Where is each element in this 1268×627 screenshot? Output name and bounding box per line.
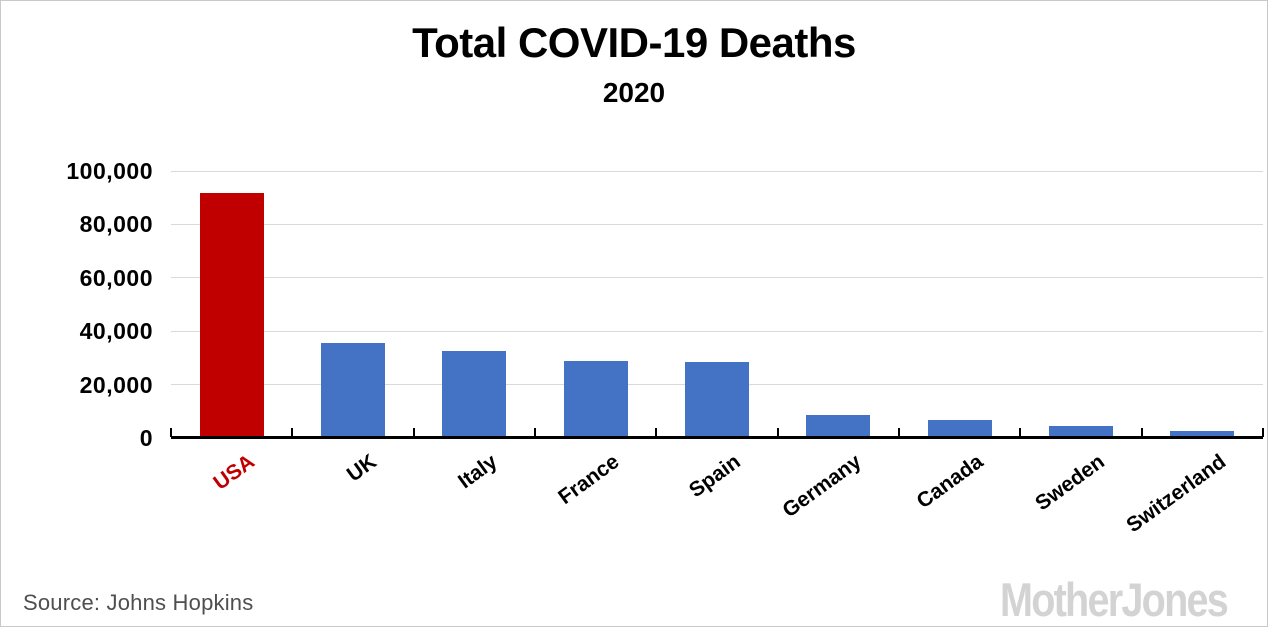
x-axis-label-usa: USA (209, 450, 260, 495)
bar-italy (442, 351, 507, 436)
source-note: Source: Johns Hopkins (23, 590, 254, 615)
x-axis-tick (1140, 428, 1143, 437)
y-axis-tick-label: 40,000 (79, 318, 153, 345)
x-axis-label-sweden: Sweden (1030, 450, 1109, 516)
x-axis-label-canada: Canada (912, 450, 988, 514)
x-axis-label-switzerland: Switzerland (1121, 450, 1230, 538)
x-axis-label-france: France (553, 450, 624, 510)
bar-sweden (1049, 426, 1113, 436)
x-axis-tick (291, 428, 294, 437)
y-gridline (171, 330, 1263, 332)
x-axis-tick (412, 428, 415, 437)
x-axis-label-italy: Italy (454, 450, 502, 494)
x-axis-tick (170, 428, 172, 437)
y-axis-tick-label: 80,000 (79, 211, 153, 238)
x-axis-line (171, 436, 1263, 439)
x-axis-label-uk: UK (342, 450, 381, 487)
x-axis-tick (776, 428, 779, 437)
bar-uk (321, 343, 385, 436)
x-axis-label-spain: Spain (684, 450, 745, 503)
x-axis-tick (898, 428, 900, 437)
bar-spain (685, 362, 749, 436)
y-axis-tick-label: 60,000 (79, 264, 153, 291)
mother-jones-logo: MotherJones (999, 573, 1229, 627)
bar-france (563, 361, 628, 436)
y-gridline (171, 277, 1263, 279)
y-gridline (171, 170, 1263, 172)
y-axis-tick-label: 20,000 (79, 371, 153, 398)
y-axis-tick-label: 0 (139, 425, 153, 451)
x-axis-tick (534, 428, 536, 437)
y-axis-tick-label: 100,000 (66, 158, 153, 184)
y-gridline (171, 223, 1263, 225)
x-axis-label-germany: Germany (778, 450, 866, 523)
bar-canada (927, 420, 992, 436)
bar-switzerland (1170, 431, 1235, 436)
chart-title: Total COVID-19 Deaths (412, 19, 856, 66)
x-axis-tick (1262, 428, 1264, 437)
x-axis-tick (655, 428, 658, 437)
chart-subtitle: 2020 (602, 77, 666, 108)
bar-germany (806, 415, 871, 436)
bar-usa (199, 193, 264, 436)
x-axis-tick (1019, 428, 1022, 437)
